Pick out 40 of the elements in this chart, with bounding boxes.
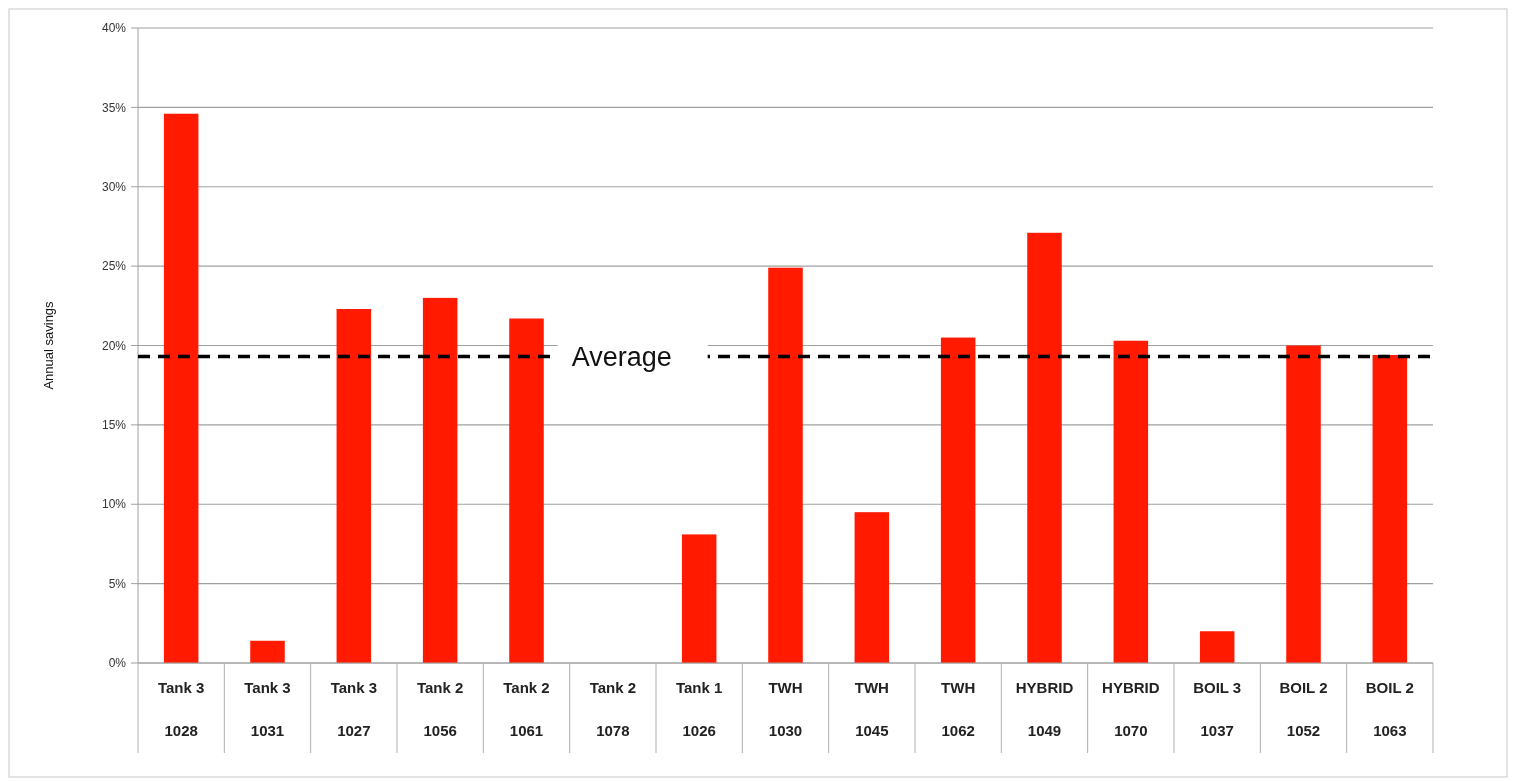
bar (1372, 355, 1408, 663)
bar (1027, 232, 1062, 663)
bar (854, 512, 890, 663)
category-label: Tank 1 1026 (675, 679, 723, 739)
bar (1286, 345, 1321, 663)
category-label: Tank 3 1028 (157, 679, 205, 739)
bar (422, 297, 458, 663)
category-label: BOIL 2 1052 (1279, 679, 1328, 739)
y-tick-label: 35% (101, 100, 127, 115)
y-tick-label: 30% (101, 179, 127, 194)
y-tick-label: 10% (101, 497, 127, 512)
ref-line-label: Average (571, 342, 672, 373)
bar (163, 113, 199, 663)
y-tick-label: 20% (101, 338, 127, 353)
category-label: Tank 3 1027 (330, 679, 378, 739)
bar (681, 534, 717, 663)
category-label: TWH 1062 (941, 679, 976, 739)
bar (768, 267, 803, 663)
category-label: TWH 1030 (768, 679, 803, 739)
bar (250, 640, 285, 663)
bar (940, 337, 976, 663)
bar (1113, 340, 1149, 663)
category-label: Tank 2 1056 (416, 679, 464, 739)
category-label: BOIL 2 1063 (1365, 679, 1414, 739)
y-tick-label: 5% (108, 576, 127, 591)
category-label: HYBRID 1070 (1102, 679, 1160, 739)
y-tick-label: 40% (101, 21, 127, 36)
category-label: Tank 2 1061 (503, 679, 550, 739)
bar (509, 318, 544, 663)
y-tick-label: 25% (101, 259, 127, 274)
category-label: Tank 2 1078 (589, 679, 637, 739)
y-axis-title: Annual savings (41, 300, 56, 390)
bar (1199, 631, 1235, 663)
bar (336, 308, 372, 663)
category-label: BOIL 3 1037 (1193, 679, 1242, 739)
category-label: HYBRID 1049 (1015, 679, 1074, 739)
y-tick-label: 15% (101, 418, 127, 433)
category-label: TWH 1045 (854, 679, 889, 739)
y-tick-label: 0% (108, 656, 127, 671)
category-label: Tank 3 1031 (244, 679, 291, 739)
